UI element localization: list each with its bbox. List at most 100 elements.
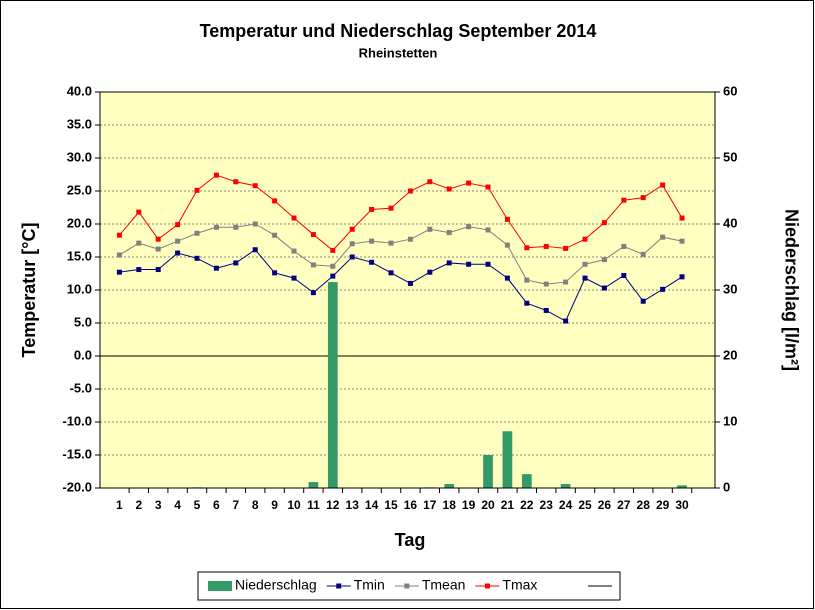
x-tick-label: 5 — [194, 498, 201, 512]
y2-axis-label: Niederschlag [l/m²] — [781, 209, 801, 371]
legend-label: Tmin — [354, 577, 385, 593]
marker — [679, 238, 685, 244]
legend-label: Tmean — [422, 577, 466, 593]
marker — [272, 232, 278, 238]
marker — [291, 275, 297, 281]
bar — [327, 282, 338, 488]
marker — [582, 236, 588, 242]
marker — [407, 280, 413, 286]
x-tick-label: 2 — [135, 498, 142, 512]
x-tick-label: 17 — [423, 498, 437, 512]
marker — [388, 240, 394, 246]
marker — [407, 188, 413, 194]
marker — [388, 270, 394, 276]
y-tick-label: 30.0 — [67, 149, 92, 164]
marker — [504, 242, 510, 248]
marker — [233, 179, 239, 185]
y-tick-label: 20.0 — [67, 215, 92, 230]
marker — [601, 220, 607, 226]
marker — [233, 224, 239, 230]
marker — [369, 238, 375, 244]
x-tick-label: 25 — [578, 498, 592, 512]
marker — [504, 216, 510, 222]
marker — [660, 286, 666, 292]
marker — [427, 226, 433, 232]
marker — [330, 263, 336, 269]
marker — [524, 277, 530, 283]
marker — [388, 205, 394, 211]
marker — [485, 184, 491, 190]
y-tick-label: -20.0 — [62, 479, 92, 494]
marker — [194, 230, 200, 236]
marker — [349, 254, 355, 260]
x-tick-label: 3 — [155, 498, 162, 512]
chart-title: Temperatur und Niederschlag September 20… — [200, 21, 597, 41]
y2-tick-label: 60 — [723, 83, 737, 98]
y2-tick-label: 20 — [723, 347, 737, 362]
marker — [155, 246, 161, 252]
y-tick-label: -15.0 — [62, 446, 92, 461]
x-tick-label: 8 — [252, 498, 259, 512]
marker — [233, 260, 239, 266]
y-tick-label: 0.0 — [74, 347, 92, 362]
marker — [485, 227, 491, 233]
y-tick-label: -10.0 — [62, 413, 92, 428]
marker — [252, 247, 258, 253]
y-tick-label: 15.0 — [67, 248, 92, 263]
x-tick-label: 26 — [598, 498, 612, 512]
legend-swatch — [208, 581, 232, 591]
marker — [466, 224, 472, 230]
marker — [155, 236, 161, 242]
marker — [272, 198, 278, 204]
x-tick-label: 24 — [559, 498, 573, 512]
bar — [502, 431, 513, 488]
y2-tick-label: 0 — [723, 479, 730, 494]
chart-subtitle: Rheinstetten — [359, 45, 438, 60]
marker — [194, 255, 200, 261]
marker — [155, 267, 161, 273]
marker — [136, 267, 142, 273]
x-tick-label: 15 — [384, 498, 398, 512]
marker — [543, 281, 549, 287]
marks — [100, 172, 715, 488]
y-tick-label: 40.0 — [67, 83, 92, 98]
x-tick-label: 10 — [287, 498, 301, 512]
legend-marker — [404, 583, 410, 589]
line — [119, 223, 683, 285]
bar — [444, 484, 455, 488]
marker — [446, 260, 452, 266]
marker — [563, 245, 569, 251]
x-tick-label: 30 — [675, 498, 689, 512]
marker — [640, 251, 646, 257]
marker — [116, 252, 122, 258]
marker — [136, 209, 142, 215]
marker — [601, 257, 607, 263]
marker — [582, 275, 588, 281]
marker — [116, 232, 122, 238]
x-axis-label: Tag — [395, 530, 426, 550]
marker — [252, 183, 258, 189]
marker — [349, 226, 355, 232]
x-tick-label: 1 — [116, 498, 123, 512]
marker — [427, 269, 433, 275]
marker — [175, 238, 181, 244]
marker — [543, 307, 549, 313]
y-tick-label: -5.0 — [70, 380, 92, 395]
marker — [660, 182, 666, 188]
x-tick-label: 6 — [213, 498, 220, 512]
marker — [466, 180, 472, 186]
y2-tick-label: 50 — [723, 149, 737, 164]
marker — [272, 270, 278, 276]
legend-label: Tmax — [502, 577, 537, 593]
y-axis-label: Temperatur [°C] — [19, 223, 39, 358]
marker — [679, 274, 685, 280]
x-tick-label: 27 — [617, 498, 631, 512]
bar — [483, 455, 493, 488]
marker — [524, 245, 530, 251]
legend-marker — [336, 583, 342, 589]
x-tick-label: 16 — [404, 498, 418, 512]
marker — [446, 230, 452, 236]
marker — [310, 262, 316, 268]
x-tick-label: 20 — [481, 498, 495, 512]
